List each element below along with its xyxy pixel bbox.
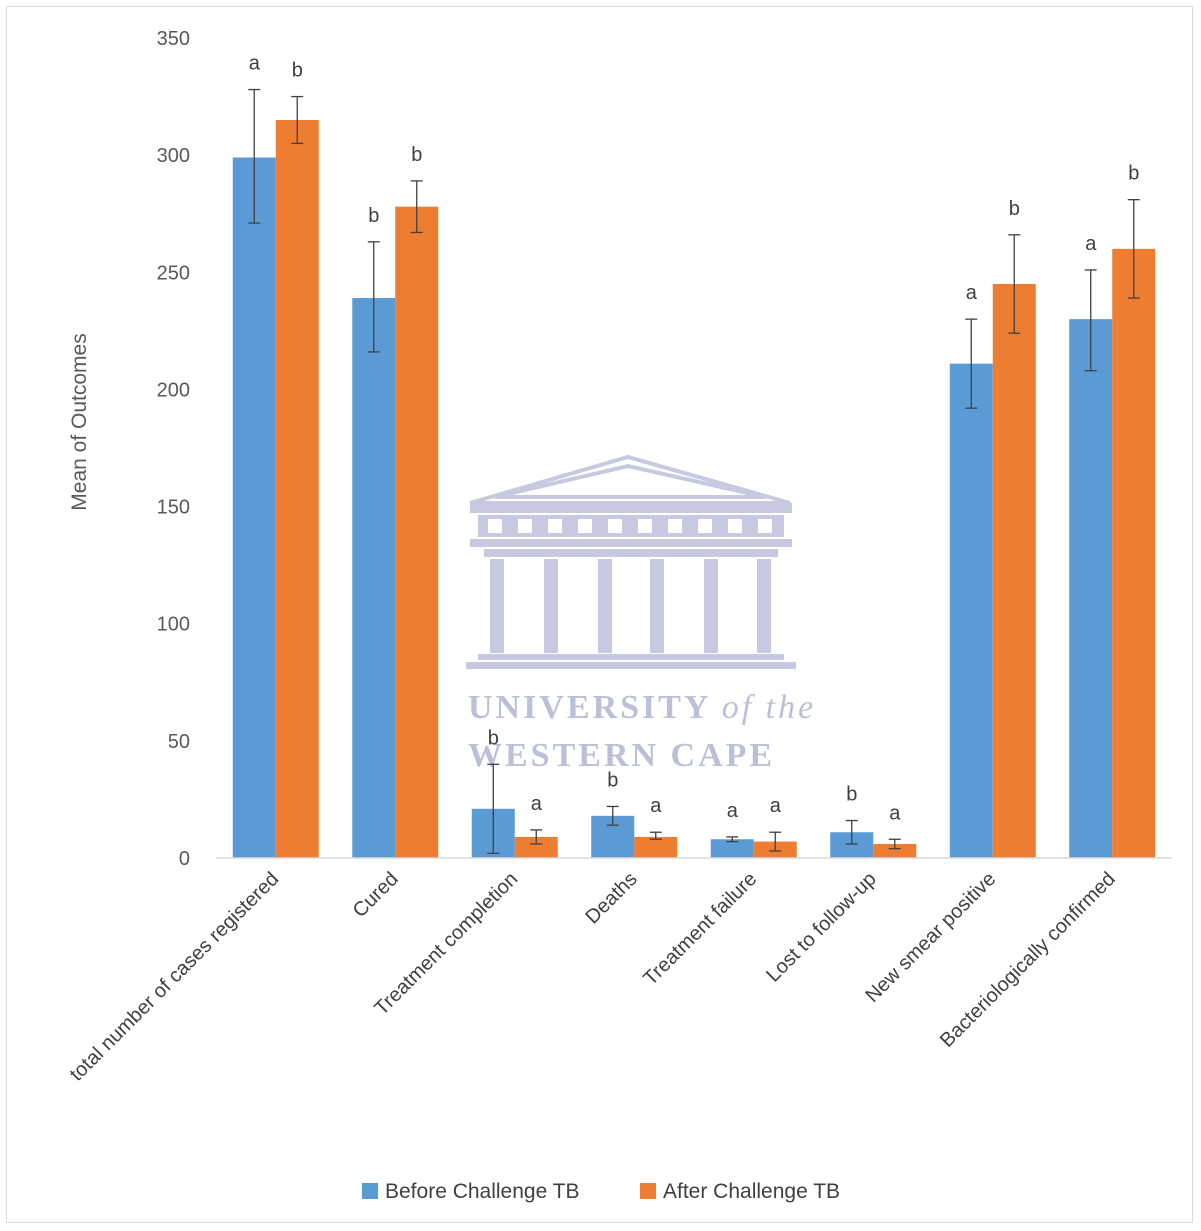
bar-after (1112, 248, 1156, 858)
x-category-label: Treatment failure (639, 868, 761, 990)
column (704, 559, 718, 653)
y-axis-title: Mean of Outcomes (68, 333, 91, 510)
bar-after (275, 120, 319, 858)
bar-after (395, 206, 439, 858)
error-bar (888, 838, 901, 850)
significance-letter: a (531, 793, 543, 815)
column (757, 559, 771, 653)
y-tick-label: 100 (157, 614, 190, 636)
error-bar (769, 831, 782, 852)
x-category-label: total number of cases registered (66, 868, 284, 1086)
watermark-line1: UNIVERSITY of the (468, 689, 816, 726)
error-bar (1127, 199, 1140, 299)
legend-item: Before Challenge TB (362, 1180, 580, 1203)
error-bar (530, 829, 543, 845)
entablature-top (470, 503, 792, 513)
legend-label: After Challenge TB (663, 1180, 840, 1203)
error-bar (367, 241, 380, 353)
error-bar (410, 180, 423, 234)
y-tick-label: 300 (157, 145, 190, 167)
base-step (466, 662, 796, 669)
column (598, 559, 612, 653)
legend-swatch (640, 1183, 656, 1199)
y-tick-label: 200 (157, 379, 190, 401)
significance-letter: a (770, 795, 782, 817)
error-bar (965, 318, 978, 409)
bar-before (232, 157, 276, 858)
significance-letter: b (607, 769, 618, 791)
entablature-bottom (470, 539, 792, 547)
significance-letter: a (727, 800, 739, 822)
y-tick-label: 150 (157, 497, 190, 519)
column (650, 559, 664, 653)
error-bar (1084, 269, 1097, 372)
significance-letter: b (411, 144, 422, 166)
university-logo-watermark: UNIVERSITY of the WESTERN CAPE (466, 454, 816, 774)
pediment-inner (494, 463, 766, 499)
x-category-label: New smear positive (861, 868, 1000, 1007)
error-bar (291, 95, 304, 145)
significance-letter: b (292, 60, 303, 82)
error-bar (1008, 234, 1021, 334)
error-bar (649, 831, 662, 840)
y-tick-label: 350 (157, 28, 190, 50)
y-tick-label: 250 (157, 262, 190, 284)
significance-letter: b (846, 784, 857, 806)
watermark-line2: WESTERN CAPE (468, 737, 775, 774)
error-bar (487, 763, 500, 854)
base-step (478, 654, 784, 660)
significance-letter: a (966, 282, 978, 304)
significance-letter: a (249, 53, 261, 75)
y-tick-label: 0 (179, 848, 190, 870)
significance-labels-layer: a b b b a b a a b b a a a a b b (249, 53, 1140, 825)
significance-letter: a (889, 802, 901, 824)
error-bar (606, 805, 619, 826)
significance-letter: b (1128, 163, 1139, 185)
bar-after (514, 836, 558, 858)
x-category-label: Deaths (581, 868, 641, 928)
legend-swatch (362, 1183, 378, 1199)
significance-letter: b (488, 727, 499, 749)
y-axis: 0 50 100 150 200 250 300 350 (157, 28, 190, 870)
bar-before (1069, 319, 1113, 859)
error-bar (726, 836, 739, 843)
column (490, 559, 504, 653)
significance-letter: b (368, 205, 379, 227)
column (544, 559, 558, 653)
x-category-label: Lost to follow-up (762, 868, 881, 987)
significance-letter: a (650, 795, 662, 817)
error-bars-layer (248, 88, 1140, 854)
x-category-label: Cured (349, 868, 403, 922)
error-bar (248, 88, 261, 224)
bar-after (992, 284, 1036, 858)
y-tick-label: 50 (168, 731, 190, 753)
bar-before (949, 363, 993, 858)
capital-band (484, 549, 778, 557)
legend-label: Before Challenge TB (385, 1180, 580, 1203)
bar-after (873, 843, 917, 858)
x-axis-category-labels: total number of cases registered Cured Tre… (66, 868, 1120, 1086)
legend: Before Challenge TB After Challenge TB (362, 1180, 840, 1203)
significance-letter: a (1085, 233, 1097, 255)
significance-letter: b (1009, 198, 1020, 220)
bar-before (352, 298, 396, 858)
legend-item: After Challenge TB (640, 1180, 840, 1203)
error-bar (845, 819, 858, 845)
bar-after (634, 836, 678, 858)
bars-layer (232, 120, 1156, 859)
bar-before (710, 839, 754, 858)
